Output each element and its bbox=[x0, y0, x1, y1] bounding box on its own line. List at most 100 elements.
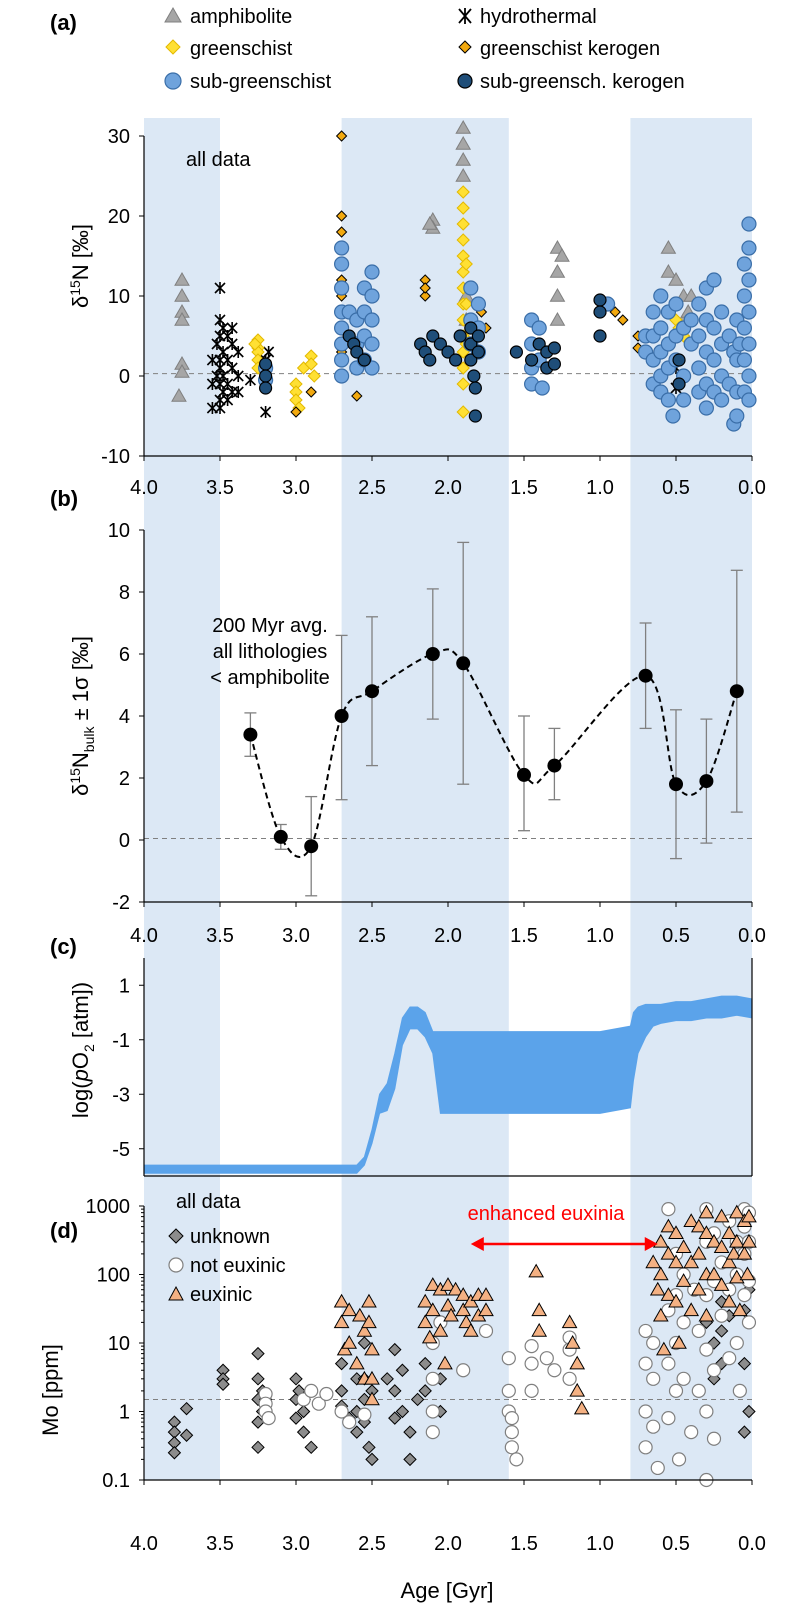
a-point-sub-greenschist bbox=[645, 304, 661, 320]
a-point-sub-greensch-kerogen bbox=[259, 357, 273, 371]
a-point-sub-greensch-kerogen bbox=[547, 357, 562, 371]
a-point-sub-greensch-kerogen bbox=[468, 381, 482, 395]
d-point-not-euxinic bbox=[425, 1404, 440, 1419]
d-point-not-euxinic bbox=[661, 1356, 676, 1371]
d-point-unknown bbox=[179, 1401, 194, 1416]
a-point-sub-greenschist bbox=[334, 240, 350, 256]
b-mean-point bbox=[304, 839, 319, 854]
legend-item-hydrothermal: hydrothermal bbox=[458, 6, 597, 28]
a-point-greenschist-kerogen bbox=[335, 226, 348, 238]
d-point-euxinic bbox=[432, 1322, 449, 1337]
d-point-unknown bbox=[334, 1356, 349, 1371]
b-mean-point bbox=[729, 684, 744, 699]
legend-item-amphibolite: amphibolite bbox=[164, 6, 292, 28]
panel-a-x-tick-label: 1.0 bbox=[586, 477, 614, 499]
a-point-sub-greensch-kerogen bbox=[467, 369, 481, 383]
d-point-euxinic bbox=[706, 1266, 722, 1281]
a-point-sub-greensch-kerogen bbox=[350, 345, 364, 359]
d-point-euxinic bbox=[458, 1314, 475, 1329]
d-point-not-euxinic bbox=[729, 1335, 744, 1351]
panel-d-x-tick-label: 1.5 bbox=[510, 1533, 538, 1555]
panel-a-annotation: all data bbox=[186, 149, 251, 171]
legend-label-greenschist-kerogen: greenschist kerogen bbox=[480, 38, 660, 60]
euxinic-marker bbox=[168, 1285, 184, 1301]
d-point-euxinic bbox=[706, 1233, 722, 1248]
d-point-euxinic bbox=[675, 1239, 692, 1253]
a-point-amphibolite bbox=[174, 271, 190, 286]
d-point-not-euxinic bbox=[524, 1339, 539, 1354]
d-point-not-euxinic bbox=[501, 1351, 516, 1366]
d-point-euxinic bbox=[333, 1293, 350, 1308]
a-point-sub-greensch-kerogen bbox=[593, 305, 607, 319]
d-point-not-euxinic bbox=[504, 1411, 519, 1426]
d-point-unknown bbox=[714, 1324, 729, 1338]
d-point-unknown bbox=[296, 1404, 311, 1419]
legend-item-sub-greensch-kerogen: sub-greensch. kerogen bbox=[457, 71, 685, 93]
panel-d-x-tick-label: 3.5 bbox=[206, 1533, 234, 1555]
panel-a-y-tick-label: -10 bbox=[101, 446, 130, 468]
d-point-not-euxinic bbox=[706, 1363, 722, 1378]
d-point-euxinic bbox=[351, 1307, 368, 1322]
panel-c-y-axis-label: log(pO2 [atm]) bbox=[68, 982, 97, 1118]
a-point-sub-greenschist bbox=[741, 272, 757, 288]
a-point-sub-greensch-kerogen bbox=[423, 353, 437, 367]
a-point-amphibolite bbox=[455, 119, 472, 134]
panel-b: (b) 200 Myr avg. all lithologies < amphi… bbox=[50, 486, 766, 947]
a-point-sub-greensch-kerogen bbox=[471, 345, 485, 359]
a-point-greenschist-kerogen bbox=[335, 210, 348, 222]
panel-a-x-tick-label: 2.5 bbox=[358, 477, 386, 499]
legend-label-hydrothermal: hydrothermal bbox=[480, 6, 597, 28]
a-point-hydrothermal bbox=[226, 338, 238, 350]
panel-b-x-tick-label: 1.0 bbox=[586, 925, 614, 947]
a-point-sub-greenschist bbox=[334, 352, 350, 368]
panel-d-x-tick-label: 0.5 bbox=[662, 1533, 690, 1555]
a-point-hydrothermal bbox=[226, 386, 238, 398]
panel-d: (d) Mo [ppm] all data unknown not euxini… bbox=[38, 1191, 766, 1555]
d-point-euxinic bbox=[531, 1322, 548, 1337]
d-point-not-euxinic bbox=[668, 1383, 684, 1398]
a-point-sub-greenschist bbox=[698, 400, 715, 416]
d-point-euxinic bbox=[341, 1302, 358, 1317]
panel-a-y-tick-label: 30 bbox=[108, 126, 130, 148]
panel-d-y-tick-label: 10 bbox=[108, 1333, 130, 1355]
panel-d-y-tick-label: 1000 bbox=[86, 1196, 131, 1218]
d-point-unknown bbox=[388, 1411, 402, 1425]
b-mean-point bbox=[547, 758, 562, 773]
d-point-euxinic bbox=[721, 1225, 738, 1240]
d-point-euxinic bbox=[478, 1302, 494, 1317]
panel-b-y-tick-label: 8 bbox=[119, 582, 130, 604]
d-point-euxinic bbox=[698, 1307, 715, 1322]
legend-item-greenschist-kerogen: greenschist kerogen bbox=[458, 38, 660, 60]
d-point-not-euxinic bbox=[676, 1371, 691, 1386]
d-point-euxinic bbox=[364, 1341, 380, 1356]
d-point-not-euxinic bbox=[638, 1356, 653, 1371]
d-point-not-euxinic bbox=[261, 1411, 276, 1426]
amphibolite-marker bbox=[164, 6, 182, 23]
a-point-greenschist bbox=[456, 233, 470, 247]
legend-label-amphibolite: amphibolite bbox=[190, 6, 292, 28]
d-point-euxinic bbox=[655, 1341, 672, 1356]
a-point-sub-greenschist bbox=[706, 320, 722, 336]
d-point-unknown bbox=[388, 1342, 402, 1357]
panel-a-x-tick-label: 0.0 bbox=[738, 477, 766, 499]
d-point-unknown bbox=[380, 1372, 394, 1386]
sub-greenschist-marker bbox=[164, 72, 182, 90]
a-point-sub-greenschist bbox=[741, 336, 757, 352]
d-point-unknown bbox=[251, 1372, 265, 1386]
d-point-euxinic bbox=[690, 1218, 707, 1233]
d-point-euxinic bbox=[725, 1245, 742, 1260]
panel-c-y-tick-label: -5 bbox=[112, 1139, 130, 1161]
panel-b-annotation-line-1: 200 Myr avg. bbox=[212, 615, 328, 637]
d-point-euxinic bbox=[652, 1307, 669, 1322]
d-point-euxinic bbox=[348, 1355, 365, 1370]
a-point-hydrothermal bbox=[206, 354, 218, 366]
d-point-not-euxinic bbox=[425, 1371, 440, 1386]
a-point-sub-greenschist bbox=[741, 392, 757, 408]
d-point-not-euxinic bbox=[661, 1202, 676, 1217]
d-point-unknown bbox=[216, 1377, 230, 1391]
panel-d-x-tick-label: 3.0 bbox=[282, 1533, 310, 1555]
d-point-unknown bbox=[251, 1440, 265, 1455]
a-point-greenschist bbox=[456, 405, 470, 419]
shade-band-0 bbox=[144, 118, 220, 1480]
d-point-not-euxinic bbox=[676, 1315, 691, 1330]
